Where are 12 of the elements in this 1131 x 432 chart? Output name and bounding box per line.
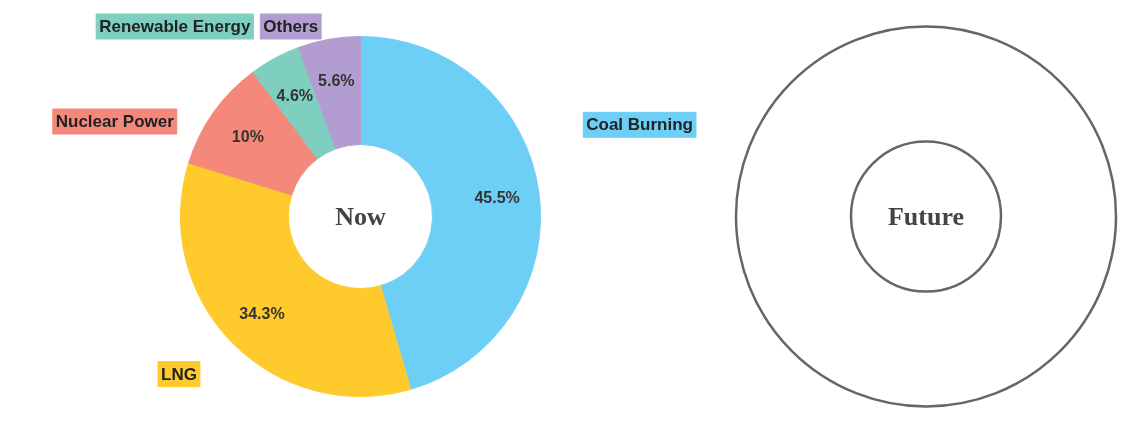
data-label: 5.6% <box>318 72 355 90</box>
text: Future <box>887 202 965 231</box>
slice-label: Others <box>263 17 319 36</box>
slice-label: Renewable Energy <box>99 17 251 36</box>
data-label: 34.3% <box>239 304 285 322</box>
slice-label: Nuclear Power <box>55 112 175 132</box>
slice-label: Coal Burning <box>586 115 693 135</box>
text: Now <box>335 202 386 231</box>
slice-label: LNG <box>161 364 197 384</box>
data-label: 45.5% <box>474 188 520 206</box>
data-label: 10% <box>231 128 264 146</box>
data-label: 4.6% <box>276 86 314 104</box>
